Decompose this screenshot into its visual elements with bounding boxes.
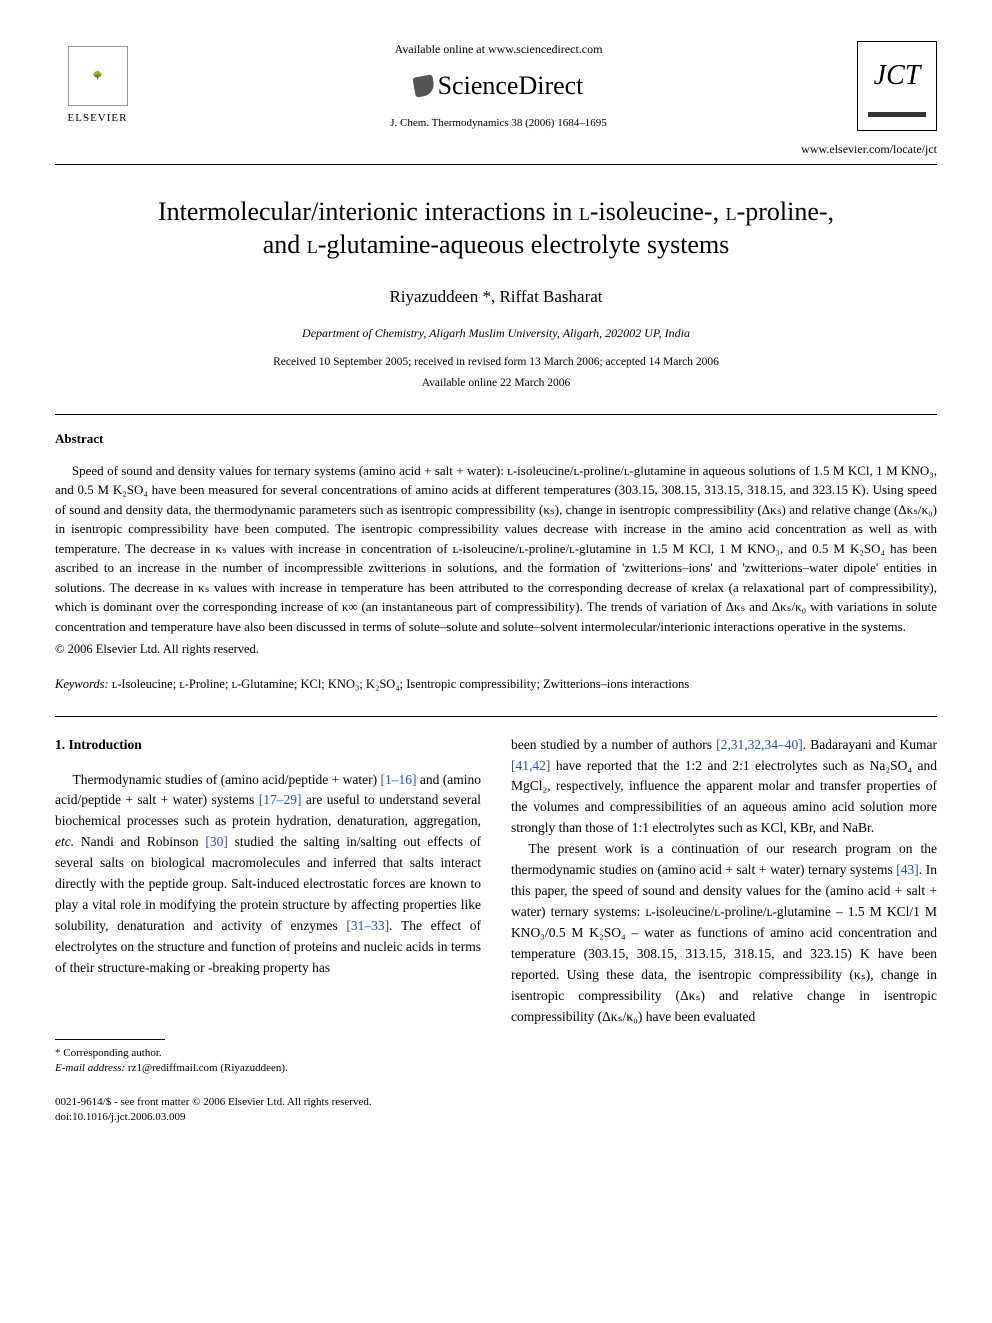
reference-link[interactable]: [17–29] xyxy=(259,792,302,807)
available-online-text: Available online at www.sciencedirect.co… xyxy=(140,40,857,58)
text-run: been studied by a number of authors xyxy=(511,737,716,752)
dates-received: Received 10 September 2005; received in … xyxy=(55,354,937,371)
reference-link[interactable]: [1–16] xyxy=(381,772,417,787)
left-column: 1. Introduction Thermodynamic studies of… xyxy=(55,735,481,1077)
keywords-list: ʟ-Isoleucine; ʟ-Proline; ʟ-Glutamine; KC… xyxy=(109,677,690,691)
title-part: -proline-, xyxy=(737,197,834,226)
sciencedirect-icon xyxy=(412,74,435,97)
intro-paragraph-2: The present work is a continuation of ou… xyxy=(511,839,937,1027)
jct-logo: JCT xyxy=(857,41,937,131)
reference-link[interactable]: [2,31,32,34–40] xyxy=(716,737,803,752)
email-address[interactable]: rz1@rediffmail.com (Riyazuddeen). xyxy=(125,1062,288,1074)
right-column: been studied by a number of authors [2,3… xyxy=(511,735,937,1077)
abstract-heading: Abstract xyxy=(55,429,937,449)
center-header: Available online at www.sciencedirect.co… xyxy=(140,40,857,132)
top-divider xyxy=(55,164,937,165)
journal-reference: J. Chem. Thermodynamics 38 (2006) 1684–1… xyxy=(140,115,857,132)
elsevier-label: ELSEVIER xyxy=(68,110,128,127)
front-matter-copyright: 0021-9614/$ - see front matter © 2006 El… xyxy=(55,1095,937,1110)
journal-logo-block: JCT xyxy=(857,41,937,131)
reference-link[interactable]: [41,42] xyxy=(511,758,550,773)
title-part: -glutamine-aqueous electrolyte systems xyxy=(318,230,730,259)
intro-paragraph-1-cont: been studied by a number of authors [2,3… xyxy=(511,735,937,840)
dates-available: Available online 22 March 2006 xyxy=(55,375,937,392)
abstract-text: Speed of sound and density values for te… xyxy=(55,461,937,637)
intro-paragraph-1: Thermodynamic studies of (amino acid/pep… xyxy=(55,770,481,979)
text-run: Thermodynamic studies of (amino acid/pep… xyxy=(73,772,381,787)
abstract-top-rule xyxy=(55,414,937,415)
sciencedirect-label: ScienceDirect xyxy=(438,66,584,105)
elsevier-logo: 🌳 ELSEVIER xyxy=(55,41,140,131)
text-run: . Badarayani and Kumar xyxy=(803,737,937,752)
title-part: -isoleucine-, xyxy=(590,197,726,226)
jct-bar-icon xyxy=(868,112,926,117)
email-label: E-mail address: xyxy=(55,1062,125,1074)
text-run: . In this paper, the speed of sound and … xyxy=(511,862,937,1023)
abstract-body: Speed of sound and density values for te… xyxy=(55,461,937,637)
keywords-row: Keywords: ʟ-Isoleucine; ʟ-Proline; ʟ-Glu… xyxy=(55,675,937,694)
reference-link[interactable]: [43] xyxy=(896,862,919,877)
locate-url[interactable]: www.elsevier.com/locate/jct xyxy=(55,140,937,158)
sciencedirect-brand: ScienceDirect xyxy=(140,66,857,105)
footnote-rule xyxy=(55,1039,165,1040)
text-run: The present work is a continuation of ou… xyxy=(511,841,937,877)
title-smallcaps: l xyxy=(726,197,737,226)
body-columns: 1. Introduction Thermodynamic studies of… xyxy=(55,735,937,1077)
text-run: have reported that the 1:2 and 2:1 elect… xyxy=(511,758,937,836)
doi: doi:10.1016/j.jct.2006.03.009 xyxy=(55,1110,937,1125)
article-title: Intermolecular/interionic interactions i… xyxy=(55,195,937,263)
header-row: 🌳 ELSEVIER Available online at www.scien… xyxy=(55,40,937,132)
affiliation: Department of Chemistry, Aligarh Muslim … xyxy=(55,324,937,342)
title-part: Intermolecular/interionic interactions i… xyxy=(158,197,579,226)
elsevier-tree-icon: 🌳 xyxy=(68,46,128,106)
authors: Riyazuddeen *, Riffat Basharat xyxy=(55,284,937,310)
reference-link[interactable]: [31–33] xyxy=(346,918,389,933)
keywords-bottom-rule xyxy=(55,716,937,717)
abstract-copyright: © 2006 Elsevier Ltd. All rights reserved… xyxy=(55,640,937,659)
bottom-info: 0021-9614/$ - see front matter © 2006 El… xyxy=(55,1095,937,1126)
reference-link[interactable]: [30] xyxy=(205,834,228,849)
title-smallcaps: l xyxy=(307,230,318,259)
footnote-email: E-mail address: rz1@rediffmail.com (Riya… xyxy=(55,1061,481,1076)
jct-label: JCT xyxy=(874,55,921,97)
introduction-heading: 1. Introduction xyxy=(55,735,481,756)
title-part: and xyxy=(263,230,307,259)
text-run: Nandi and Robinson xyxy=(74,834,205,849)
text-italic: etc. xyxy=(55,834,74,849)
title-smallcaps: l xyxy=(579,197,590,226)
keywords-label: Keywords: xyxy=(55,677,109,691)
footnote-corresponding: * Corresponding author. xyxy=(55,1046,481,1061)
